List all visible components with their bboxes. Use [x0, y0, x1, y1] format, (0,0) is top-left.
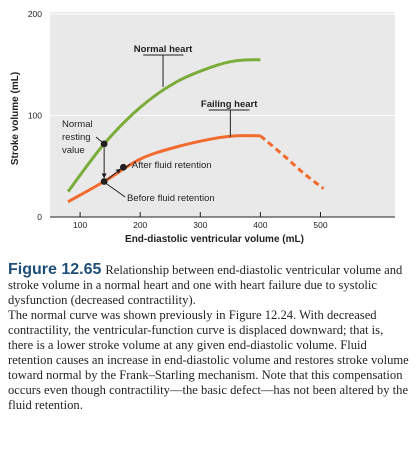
x-tick-label-200: 200: [133, 220, 147, 230]
gridlines: [50, 13, 395, 116]
figure-caption: Figure 12.65 Relationship between end-dia…: [8, 262, 410, 413]
annotation-layer: Normal heart Failing heart Normal restin…: [62, 44, 258, 204]
x-axis-label: End-diastolic ventricular volume (mL): [125, 234, 304, 245]
marker-layer: [100, 140, 127, 185]
stroke-volume-chart: 100 200 300 400 500 0 100 200 End-diastolic ve…: [10, 9, 395, 245]
fluid-retention-arrow: [106, 168, 122, 180]
data-point-marker-3: [119, 163, 127, 171]
plot-background: [50, 12, 395, 217]
caption-body: The normal curve was shown previously in…: [8, 308, 409, 412]
after-fluid-retention-label: After fluid retention: [132, 160, 212, 171]
y-tick-label-0: 0: [37, 212, 42, 222]
data-point-marker-1: [100, 140, 108, 148]
after-fluid-leader: [126, 163, 131, 168]
caption-first-paragraph: Figure 12.65 Relationship between end-dia…: [8, 262, 410, 308]
x-tick-label-400: 400: [253, 220, 267, 230]
x-ticks: 100 200 300 400 500: [73, 212, 328, 230]
figure-number: Figure 12.65: [8, 261, 102, 278]
normal-resting-label-line2: resting: [62, 132, 91, 143]
y-tick-label-200: 200: [28, 9, 42, 19]
data-point-marker-2: [100, 178, 108, 185]
x-tick-label-500: 500: [313, 220, 327, 230]
normal-resting-label-line3: value: [62, 145, 85, 156]
failing-heart-label: Failing heart: [201, 99, 258, 110]
before-fluid-leader: [105, 183, 126, 198]
y-ticks: 0 100 200: [28, 9, 42, 222]
before-fluid-retention-label: Before fluid retention: [127, 193, 215, 204]
y-axis-label: Stroke volume (mL): [10, 72, 21, 165]
series-line-failing-heart-descending: [259, 134, 325, 190]
x-tick-label-300: 300: [193, 220, 207, 230]
y-tick-label-100: 100: [28, 111, 42, 121]
normal-resting-label-line1: Normal: [62, 119, 93, 130]
caption-summary: Relationship between end-diastolic ventr…: [8, 263, 403, 307]
normal-heart-label: Normal heart: [134, 44, 193, 55]
x-tick-label-100: 100: [73, 220, 87, 230]
